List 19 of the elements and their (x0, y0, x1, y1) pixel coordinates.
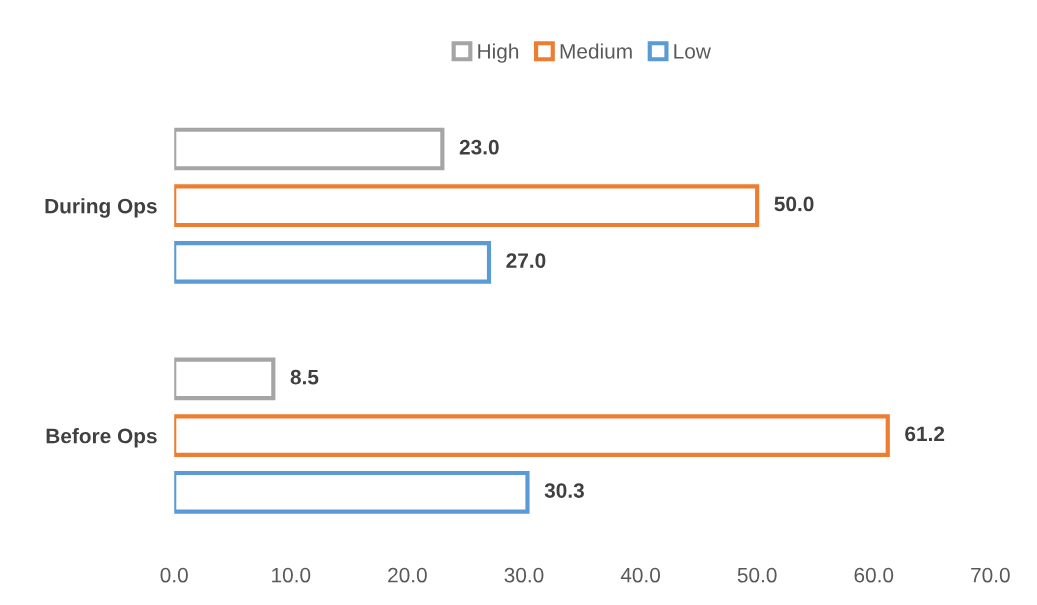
data-label: 23.0 (459, 139, 499, 155)
data-label: 8.5 (290, 369, 319, 385)
legend-label: High (478, 43, 519, 63)
x-tick-label: 50.0 (737, 567, 777, 583)
legend-label: Low (674, 44, 711, 59)
x-tick-label: 70.0 (971, 567, 1010, 583)
data-label: 50.0 (774, 196, 814, 212)
x-tick-label: 0.0 (160, 567, 188, 583)
legend-label: Medium (560, 43, 632, 59)
data-label: 27.0 (506, 253, 546, 268)
y-tick-label: Before Ops (46, 428, 157, 448)
y-tick-label: During Ops (45, 198, 157, 218)
data-label: 30.3 (544, 483, 584, 498)
x-tick-label: 10.0 (272, 567, 311, 583)
data-label: 61.2 (905, 426, 945, 442)
x-tick-label: 60.0 (854, 567, 894, 583)
x-tick-label: 40.0 (620, 567, 661, 583)
x-tick-label: 20.0 (388, 567, 427, 583)
x-tick-label: 30.0 (504, 567, 544, 583)
